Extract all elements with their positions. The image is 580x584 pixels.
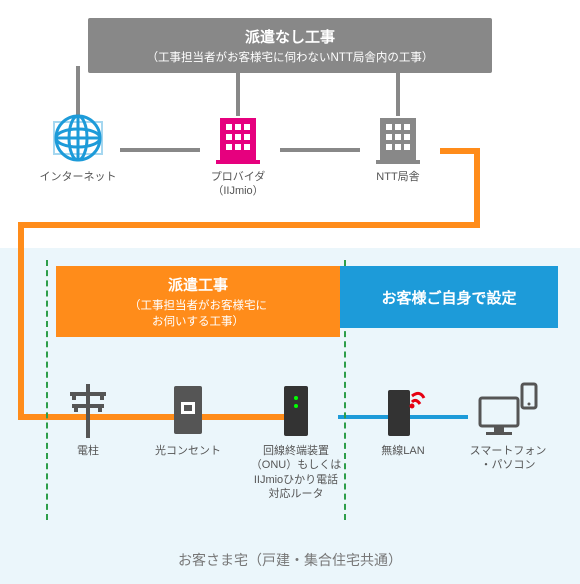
box-self-setup-title: お客様ご自身で設定 (381, 287, 516, 308)
node-ntt-label: NTT局舎 (352, 170, 444, 184)
node-internet-label: インターネット (32, 170, 124, 184)
bottom-caption: お客さま宅（戸建・集合住宅共通） (0, 550, 580, 570)
outlet-icon (146, 380, 230, 440)
conn-o-v1 (474, 148, 480, 228)
box-dispatch-sub: （工事担当者がお客様宅に お伺いする工事） (60, 297, 336, 329)
node-ntt: NTT局舎 (352, 110, 444, 184)
node-wlan: 無線LAN (368, 380, 438, 458)
node-device: スマートフォン ・パソコン (458, 380, 558, 473)
stem-ntt (396, 66, 400, 116)
stem-internet (76, 66, 80, 116)
conn-provider-ntt (280, 148, 360, 152)
conn-o-v2 (18, 222, 24, 420)
box-dispatch: 派遣工事 （工事担当者がお客様宅に お伺いする工事） (56, 266, 340, 337)
node-outlet-label: 光コンセント (146, 444, 230, 458)
conn-o-h2 (18, 222, 480, 228)
node-onu-label: 回線終端装置 （ONU）もしくは IIJmioひかり電話 対応ルータ (248, 444, 344, 501)
box-no-dispatch-title: 派遣なし工事 (92, 26, 488, 47)
node-device-label: スマートフォン ・パソコン (458, 444, 558, 473)
network-diagram: 派遣なし工事 （工事担当者がお客様宅に伺わないNTT局舎内の工事） 派遣工事 （… (0, 0, 580, 584)
onu-icon (248, 380, 344, 440)
wlan-icon (368, 380, 438, 440)
building-gray-icon (352, 110, 444, 166)
node-onu: 回線終端装置 （ONU）もしくは IIJmioひかり電話 対応ルータ (248, 380, 344, 501)
stem-provider (236, 66, 240, 116)
pole-icon (56, 380, 120, 440)
node-outlet: 光コンセント (146, 380, 230, 458)
node-provider: プロバイダ （IIJmio） (192, 110, 284, 199)
globe-icon (32, 110, 124, 166)
box-no-dispatch: 派遣なし工事 （工事担当者がお客様宅に伺わないNTT局舎内の工事） (88, 18, 492, 73)
conn-internet-provider (120, 148, 200, 152)
box-self-setup: お客様ご自身で設定 (340, 266, 558, 328)
dash-left (46, 260, 48, 520)
box-no-dispatch-sub: （工事担当者がお客様宅に伺わないNTT局舎内の工事） (92, 49, 488, 65)
node-internet: インターネット (32, 110, 124, 184)
box-dispatch-title: 派遣工事 (60, 274, 336, 295)
node-pole: 電柱 (56, 380, 120, 458)
node-provider-label: プロバイダ （IIJmio） (192, 170, 284, 199)
device-icon (458, 380, 558, 440)
node-wlan-label: 無線LAN (368, 444, 438, 458)
node-pole-label: 電柱 (56, 444, 120, 458)
building-pink-icon (192, 110, 284, 166)
